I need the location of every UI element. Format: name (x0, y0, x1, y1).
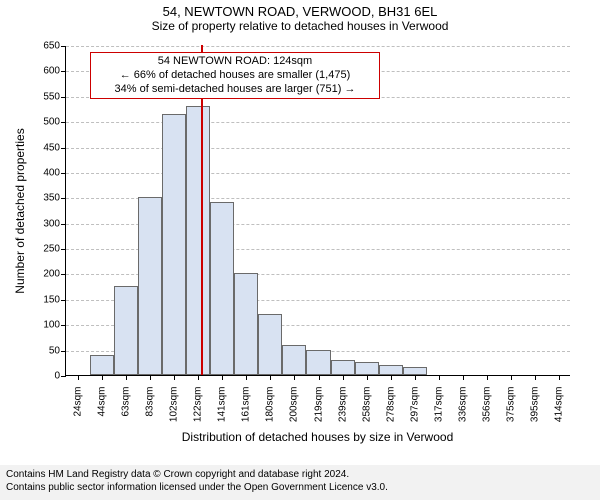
xtick-mark (559, 375, 560, 380)
xtick-mark (439, 375, 440, 380)
xtick-mark (150, 375, 151, 380)
ytick-label: 200 (43, 269, 66, 280)
page-subtitle: Size of property relative to detached ho… (0, 19, 600, 33)
x-axis-label: Distribution of detached houses by size … (182, 430, 454, 444)
xtick-mark (535, 375, 536, 380)
ytick-label: 250 (43, 244, 66, 255)
xtick-label: 336sqm (457, 387, 468, 423)
gridline (66, 122, 570, 123)
xtick-label: 356sqm (481, 387, 492, 423)
annotation-line: ← 66% of detached houses are smaller (1,… (97, 69, 373, 83)
bar (162, 114, 186, 375)
bar (306, 350, 330, 375)
annotation-box: 54 NEWTOWN ROAD: 124sqm← 66% of detached… (90, 52, 380, 99)
ytick-label: 450 (43, 142, 66, 153)
bar (355, 362, 379, 375)
xtick-label: 63sqm (121, 387, 132, 417)
bar (210, 202, 234, 375)
xtick-label: 375sqm (505, 387, 516, 423)
ytick-label: 400 (43, 167, 66, 178)
ytick-label: 300 (43, 218, 66, 229)
xtick-mark (487, 375, 488, 380)
bar (331, 360, 355, 375)
xtick-mark (415, 375, 416, 380)
ytick-label: 50 (49, 345, 66, 356)
bar (138, 197, 162, 375)
xtick-label: 83sqm (145, 387, 156, 417)
bar (114, 286, 138, 375)
xtick-label: 414sqm (553, 387, 564, 423)
xtick-mark (78, 375, 79, 380)
bar (282, 345, 306, 375)
xtick-mark (222, 375, 223, 380)
xtick-label: 297sqm (409, 387, 420, 423)
xtick-mark (270, 375, 271, 380)
xtick-label: 317sqm (433, 387, 444, 423)
gridline (66, 173, 570, 174)
annotation-line: 54 NEWTOWN ROAD: 124sqm (97, 55, 373, 69)
footer: Contains HM Land Registry data © Crown c… (0, 465, 600, 500)
bar (186, 106, 210, 375)
footer-line: Contains HM Land Registry data © Crown c… (6, 469, 594, 482)
footer-line: Contains public sector information licen… (6, 482, 594, 495)
gridline (66, 148, 570, 149)
bar (403, 367, 427, 375)
xtick-mark (246, 375, 247, 380)
xtick-mark (294, 375, 295, 380)
xtick-mark (391, 375, 392, 380)
xtick-mark (174, 375, 175, 380)
bar (234, 273, 258, 375)
bar (90, 355, 114, 375)
xtick-label: 141sqm (217, 387, 228, 423)
bar (258, 314, 282, 375)
bar (379, 365, 403, 375)
xtick-mark (511, 375, 512, 380)
xtick-label: 44sqm (97, 387, 108, 417)
xtick-label: 24sqm (73, 387, 84, 417)
ytick-label: 550 (43, 91, 66, 102)
xtick-mark (198, 375, 199, 380)
ytick-label: 650 (43, 41, 66, 52)
xtick-label: 219sqm (313, 387, 324, 423)
xtick-label: 200sqm (289, 387, 300, 423)
xtick-mark (126, 375, 127, 380)
xtick-mark (367, 375, 368, 380)
xtick-mark (343, 375, 344, 380)
xtick-label: 278sqm (385, 387, 396, 423)
page-title: 54, NEWTOWN ROAD, VERWOOD, BH31 6EL (0, 4, 600, 19)
xtick-label: 258sqm (361, 387, 372, 423)
xtick-label: 161sqm (241, 387, 252, 423)
ytick-label: 500 (43, 117, 66, 128)
ytick-label: 600 (43, 66, 66, 77)
xtick-label: 180sqm (265, 387, 276, 423)
xtick-mark (463, 375, 464, 380)
xtick-label: 239sqm (337, 387, 348, 423)
xtick-mark (102, 375, 103, 380)
xtick-label: 122sqm (193, 387, 204, 423)
ytick-label: 150 (43, 294, 66, 305)
annotation-line: 34% of semi-detached houses are larger (… (97, 83, 373, 97)
gridline (66, 46, 570, 47)
ytick-label: 100 (43, 320, 66, 331)
xtick-mark (319, 375, 320, 380)
y-axis-label: Number of detached properties (13, 128, 27, 293)
xtick-label: 102sqm (169, 387, 180, 423)
ytick-label: 350 (43, 193, 66, 204)
xtick-label: 395sqm (529, 387, 540, 423)
ytick-label: 0 (54, 371, 66, 382)
